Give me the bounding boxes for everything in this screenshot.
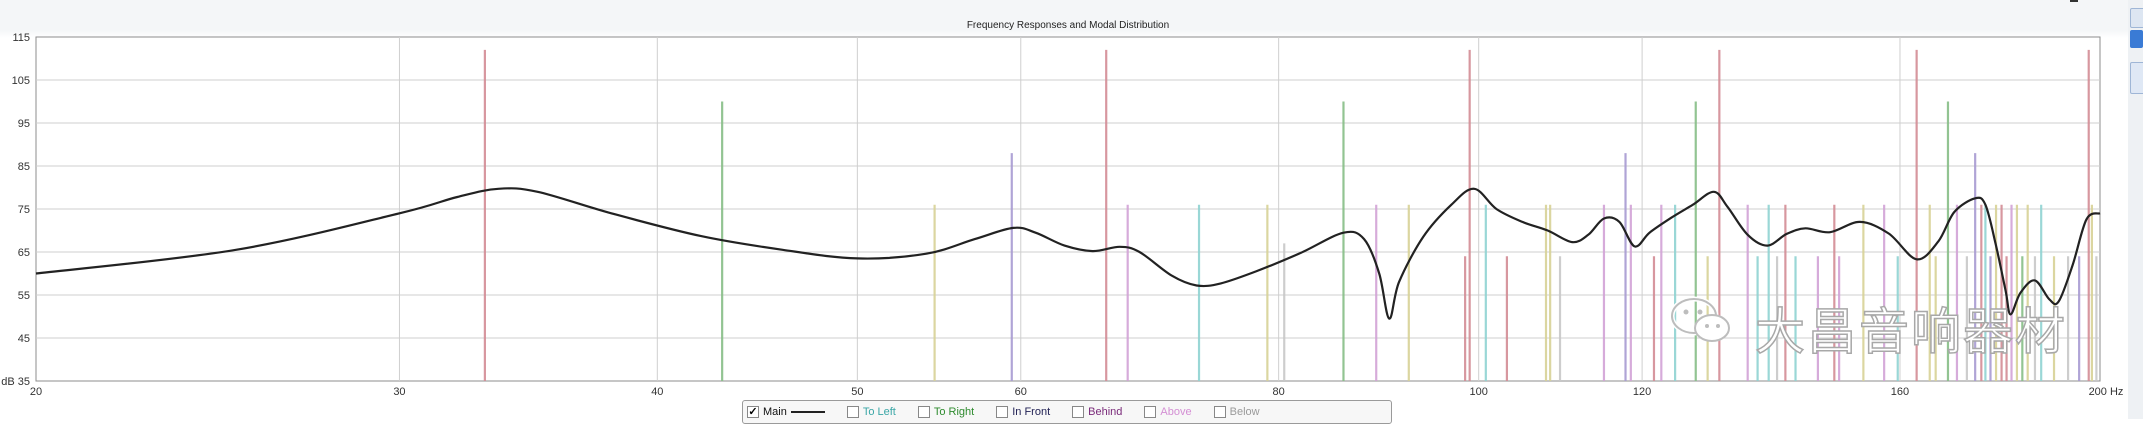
legend-item-behind[interactable]: Behind <box>1072 406 1122 418</box>
side-panel-tab[interactable] <box>2130 30 2143 48</box>
x-axis-label: 200 Hz <box>2089 386 2124 398</box>
y-tick-label: 115 <box>12 32 30 44</box>
legend-label: Main <box>763 406 787 418</box>
legend-checkbox-main[interactable]: ✓ <box>747 406 759 418</box>
legend-item-to-right[interactable]: To Right <box>917 406 975 418</box>
legend-item-to-left[interactable]: To Left <box>846 406 896 418</box>
legend-checkbox-below[interactable] <box>1213 406 1226 418</box>
y-tick-label: 85 <box>18 161 30 173</box>
legend-item-above[interactable]: Above <box>1144 406 1192 418</box>
x-tick-label: 120 <box>1633 386 1651 398</box>
x-tick-label: 50 <box>851 386 863 398</box>
legend: ✓ Main To Left To Right In Front Behind Above B… <box>742 400 1392 424</box>
legend-item-main[interactable]: ✓ Main <box>747 406 825 418</box>
chart-title: Frequency Responses and Modal Distributi… <box>967 20 1169 31</box>
watermark: 大昌音响器材 <box>1660 286 2080 362</box>
x-tick-label: 160 <box>1891 386 1909 398</box>
chart: Frequency Responses and Modal Distributi… <box>1 20 2123 398</box>
legend-label: Below <box>1229 406 1260 418</box>
legend-item-in-front[interactable]: In Front <box>996 406 1050 418</box>
x-tick-label: 60 <box>1015 386 1027 398</box>
legend-checkbox-behind[interactable] <box>1072 406 1085 418</box>
side-panel-button[interactable] <box>2130 8 2143 28</box>
legend-checkbox-in-front[interactable] <box>996 406 1009 418</box>
x-tick-label: 30 <box>393 386 405 398</box>
legend-label: Behind <box>1088 406 1123 418</box>
legend-checkbox-to-right[interactable] <box>917 406 930 418</box>
x-tick-label: 20 <box>30 386 42 398</box>
response-curves <box>35 187 2101 320</box>
x-tick-label: 40 <box>651 386 663 398</box>
legend-item-below[interactable]: Below <box>1213 406 1260 418</box>
y-tick-label: 95 <box>18 118 30 130</box>
legend-checkbox-to-left[interactable] <box>846 406 859 418</box>
y-tick-label: 75 <box>18 204 30 216</box>
series-line-main <box>35 187 2101 320</box>
y-axis-label: dB 35 <box>1 376 30 388</box>
y-tick-label: 65 <box>18 247 30 259</box>
wechat-icon <box>1669 296 1730 342</box>
legend-line-swatch <box>790 411 825 413</box>
side-panel-icon[interactable] <box>2130 62 2143 94</box>
y-tick-label: 105 <box>12 75 30 87</box>
grid <box>36 37 2100 381</box>
y-tick-label: 55 <box>18 290 30 302</box>
legend-label: To Right <box>933 406 975 418</box>
watermark-text: 大昌音响器材 <box>1754 302 2067 362</box>
y-tick-label: 45 <box>18 333 30 345</box>
legend-label: Above <box>1160 406 1192 418</box>
side-panel <box>2128 0 2143 419</box>
x-tick-label: 100 <box>1469 386 1487 398</box>
legend-label: To Left <box>862 406 896 418</box>
x-tick-label: 80 <box>1273 386 1285 398</box>
window-corner-mark <box>2070 0 2078 2</box>
legend-checkbox-above[interactable] <box>1144 406 1157 418</box>
legend-label: In Front <box>1012 406 1051 418</box>
